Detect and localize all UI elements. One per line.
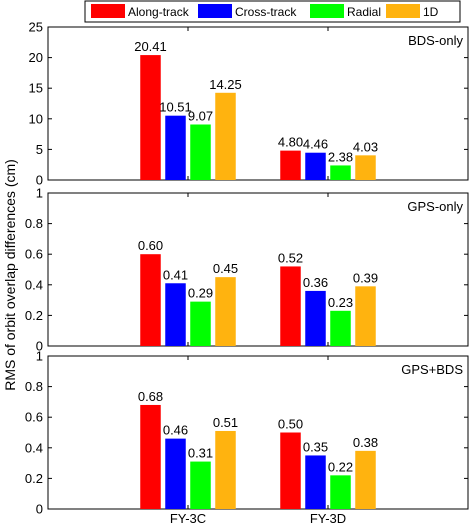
y-tick-label: 0 xyxy=(36,339,43,354)
bar-radial-fy-3c xyxy=(190,461,211,509)
data-label-cross-track-fy-3c: 0.41 xyxy=(163,267,188,282)
y-tick-label: 0.4 xyxy=(25,440,43,455)
y-tick-label: 0.6 xyxy=(25,247,43,262)
data-label-along-track-fy-3c: 0.60 xyxy=(138,238,163,253)
y-tick-label: 0.6 xyxy=(25,410,43,425)
data-label-1d-fy-3d: 4.03 xyxy=(353,139,378,154)
y-tick-label: 0 xyxy=(36,173,43,188)
legend-label-radial: Radial xyxy=(347,5,381,19)
y-tick-label: 0.8 xyxy=(25,216,43,231)
bar-1d-fy-3d xyxy=(355,450,376,509)
legend-entry-cross-track: Cross-track xyxy=(198,4,297,19)
panels: 051015202520.414.8010.514.469.072.3814.2… xyxy=(25,20,469,517)
legend-entry-along-track: Along-track xyxy=(91,4,190,19)
legend-swatch-along-track xyxy=(91,4,125,18)
y-tick-label: 1 xyxy=(36,349,43,364)
bar-cross-track-fy-3c xyxy=(165,283,186,346)
y-tick-label: 15 xyxy=(29,81,43,96)
bar-radial-fy-3d xyxy=(330,475,351,509)
panel-tag: GPS-only xyxy=(407,199,463,214)
data-label-cross-track-fy-3d: 4.46 xyxy=(303,137,328,152)
bar-cross-track-fy-3d xyxy=(305,290,326,346)
bar-radial-fy-3c xyxy=(190,301,211,346)
panel-frame xyxy=(47,355,469,510)
bar-cross-track-fy-3d xyxy=(305,455,326,509)
data-label-radial-fy-3c: 9.07 xyxy=(188,108,213,123)
data-label-along-track-fy-3d: 0.50 xyxy=(278,417,303,432)
panel-gps-only: 00.20.40.60.810.600.520.410.360.290.230.… xyxy=(25,186,469,354)
data-label-1d-fy-3c: 0.45 xyxy=(213,261,238,276)
data-label-radial-fy-3c: 0.31 xyxy=(188,446,213,461)
bar-1d-fy-3d xyxy=(355,155,376,180)
legend-entry-1d: 1D xyxy=(386,4,439,19)
legend-label-along-track: Along-track xyxy=(128,5,190,19)
data-label-radial-fy-3d: 0.23 xyxy=(328,295,353,310)
y-axis-label: RMS of orbit overlap differences (cm) xyxy=(2,159,18,391)
data-label-radial-fy-3d: 0.22 xyxy=(328,459,353,474)
data-label-along-track-fy-3c: 20.41 xyxy=(134,39,167,54)
y-tick-label: 0 xyxy=(36,502,43,517)
data-label-radial-fy-3d: 2.38 xyxy=(328,149,353,164)
data-label-cross-track-fy-3c: 10.51 xyxy=(159,100,192,115)
y-tick-label: 25 xyxy=(29,20,43,35)
bar-cross-track-fy-3d xyxy=(305,152,326,180)
bar-1d-fy-3d xyxy=(355,286,376,346)
data-label-1d-fy-3d: 0.39 xyxy=(353,270,378,285)
legend: Along-track Cross-track Radial 1D xyxy=(84,0,461,23)
data-label-along-track-fy-3d: 4.80 xyxy=(278,135,303,150)
y-tick-label: 0.2 xyxy=(25,308,43,323)
data-label-cross-track-fy-3c: 0.46 xyxy=(163,423,188,438)
legend-box xyxy=(84,0,461,23)
panel-bds-only: 0 5 10 15 20 25 20.41 4.80 10.51 4.46 9.07 2.38 14.2… xyxy=(29,20,469,188)
bar-cross-track-fy-3c xyxy=(165,115,186,180)
bar-along-track-fy-3d xyxy=(280,266,301,346)
bar-along-track-fy-3c xyxy=(140,404,161,509)
y-tick-label: 5 xyxy=(36,142,43,157)
data-label-1d-fy-3d: 0.38 xyxy=(353,435,378,450)
bar-1d-fy-3c xyxy=(215,277,236,346)
panel-tag: BDS-only xyxy=(408,33,463,48)
data-label-along-track-fy-3c: 0.68 xyxy=(138,389,163,404)
legend-label-1d: 1D xyxy=(423,5,439,19)
bar-radial-fy-3c xyxy=(190,124,211,180)
x-tick-labels: FY-3C FY-3D xyxy=(170,511,346,526)
y-tick-label: 1 xyxy=(36,186,43,201)
bar-radial-fy-3d xyxy=(330,310,351,346)
legend-swatch-cross-track xyxy=(198,4,232,18)
bar-1d-fy-3c xyxy=(215,430,236,509)
x-tick-label-fy-3c: FY-3C xyxy=(170,511,206,526)
x-tick-label-fy-3d: FY-3D xyxy=(310,511,346,526)
data-label-radial-fy-3c: 0.29 xyxy=(188,286,213,301)
y-tick-label: 0.2 xyxy=(25,471,43,486)
data-label-along-track-fy-3d: 0.52 xyxy=(278,250,303,265)
bar-along-track-fy-3c xyxy=(140,254,161,346)
legend-swatch-1d xyxy=(386,4,420,18)
panel-frame xyxy=(47,192,469,347)
bar-along-track-fy-3d xyxy=(280,432,301,509)
y-tick-label: 20 xyxy=(29,50,43,65)
panel-tag: GPS+BDS xyxy=(401,362,463,377)
y-tick-label: 10 xyxy=(29,111,43,126)
data-label-1d-fy-3c: 14.25 xyxy=(209,77,242,92)
y-tick-label: 0.8 xyxy=(25,379,43,394)
bar-1d-fy-3c xyxy=(215,92,236,180)
panel-gps-bds: 00.20.40.60.810.680.500.460.350.310.220.… xyxy=(25,349,469,517)
data-label-cross-track-fy-3d: 0.36 xyxy=(303,275,328,290)
y-tick-label: 0.4 xyxy=(25,277,43,292)
legend-label-cross-track: Cross-track xyxy=(235,5,297,19)
bar-cross-track-fy-3c xyxy=(165,438,186,509)
bar-along-track-fy-3d xyxy=(280,150,301,180)
data-label-cross-track-fy-3d: 0.35 xyxy=(303,439,328,454)
bar-radial-fy-3d xyxy=(330,165,351,180)
data-label-1d-fy-3c: 0.51 xyxy=(213,415,238,430)
panel-frame xyxy=(47,26,469,181)
bar-along-track-fy-3c xyxy=(140,55,161,180)
legend-swatch-radial xyxy=(310,4,344,18)
legend-entry-radial: Radial xyxy=(310,4,381,19)
